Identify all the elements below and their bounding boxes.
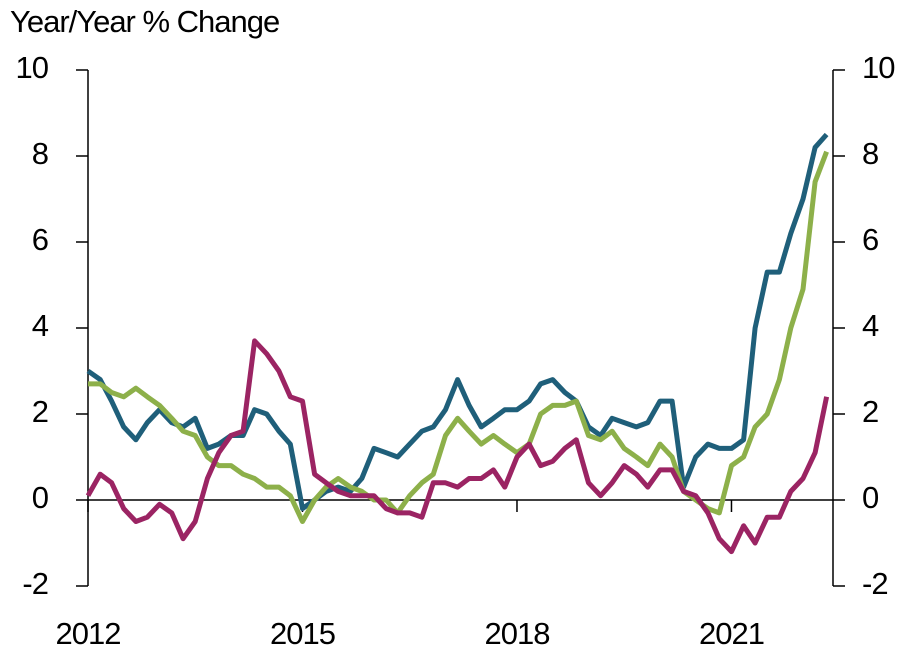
line-series [88, 150, 829, 524]
y2-tick-label: 10 [862, 50, 895, 85]
y-tick-label: -2 [22, 566, 48, 601]
y2-tick-label: 2 [862, 394, 878, 429]
y2-tick-label: 4 [862, 308, 879, 343]
y2-tick-label: 0 [862, 480, 879, 515]
y-tick-label: 8 [32, 136, 48, 171]
y2-tick-label: 8 [862, 136, 878, 171]
y-axis-label: Year/Year % Change [10, 4, 279, 39]
x-tick-label: 2015 [270, 616, 335, 651]
y-tick-label: 2 [32, 394, 48, 429]
y-tick-label: 10 [16, 50, 49, 85]
y-tick-label: 6 [32, 222, 48, 257]
y-tick-label: 4 [32, 308, 49, 343]
y2-tick-label: -2 [862, 566, 888, 601]
y-tick-label: 0 [32, 480, 49, 515]
y2-tick-label: 6 [862, 222, 878, 257]
x-tick-label: 2021 [699, 616, 764, 651]
line-series [86, 132, 829, 512]
x-tick-label: 2012 [56, 616, 121, 651]
x-tick-label: 2018 [484, 616, 549, 651]
line-series [85, 338, 830, 555]
